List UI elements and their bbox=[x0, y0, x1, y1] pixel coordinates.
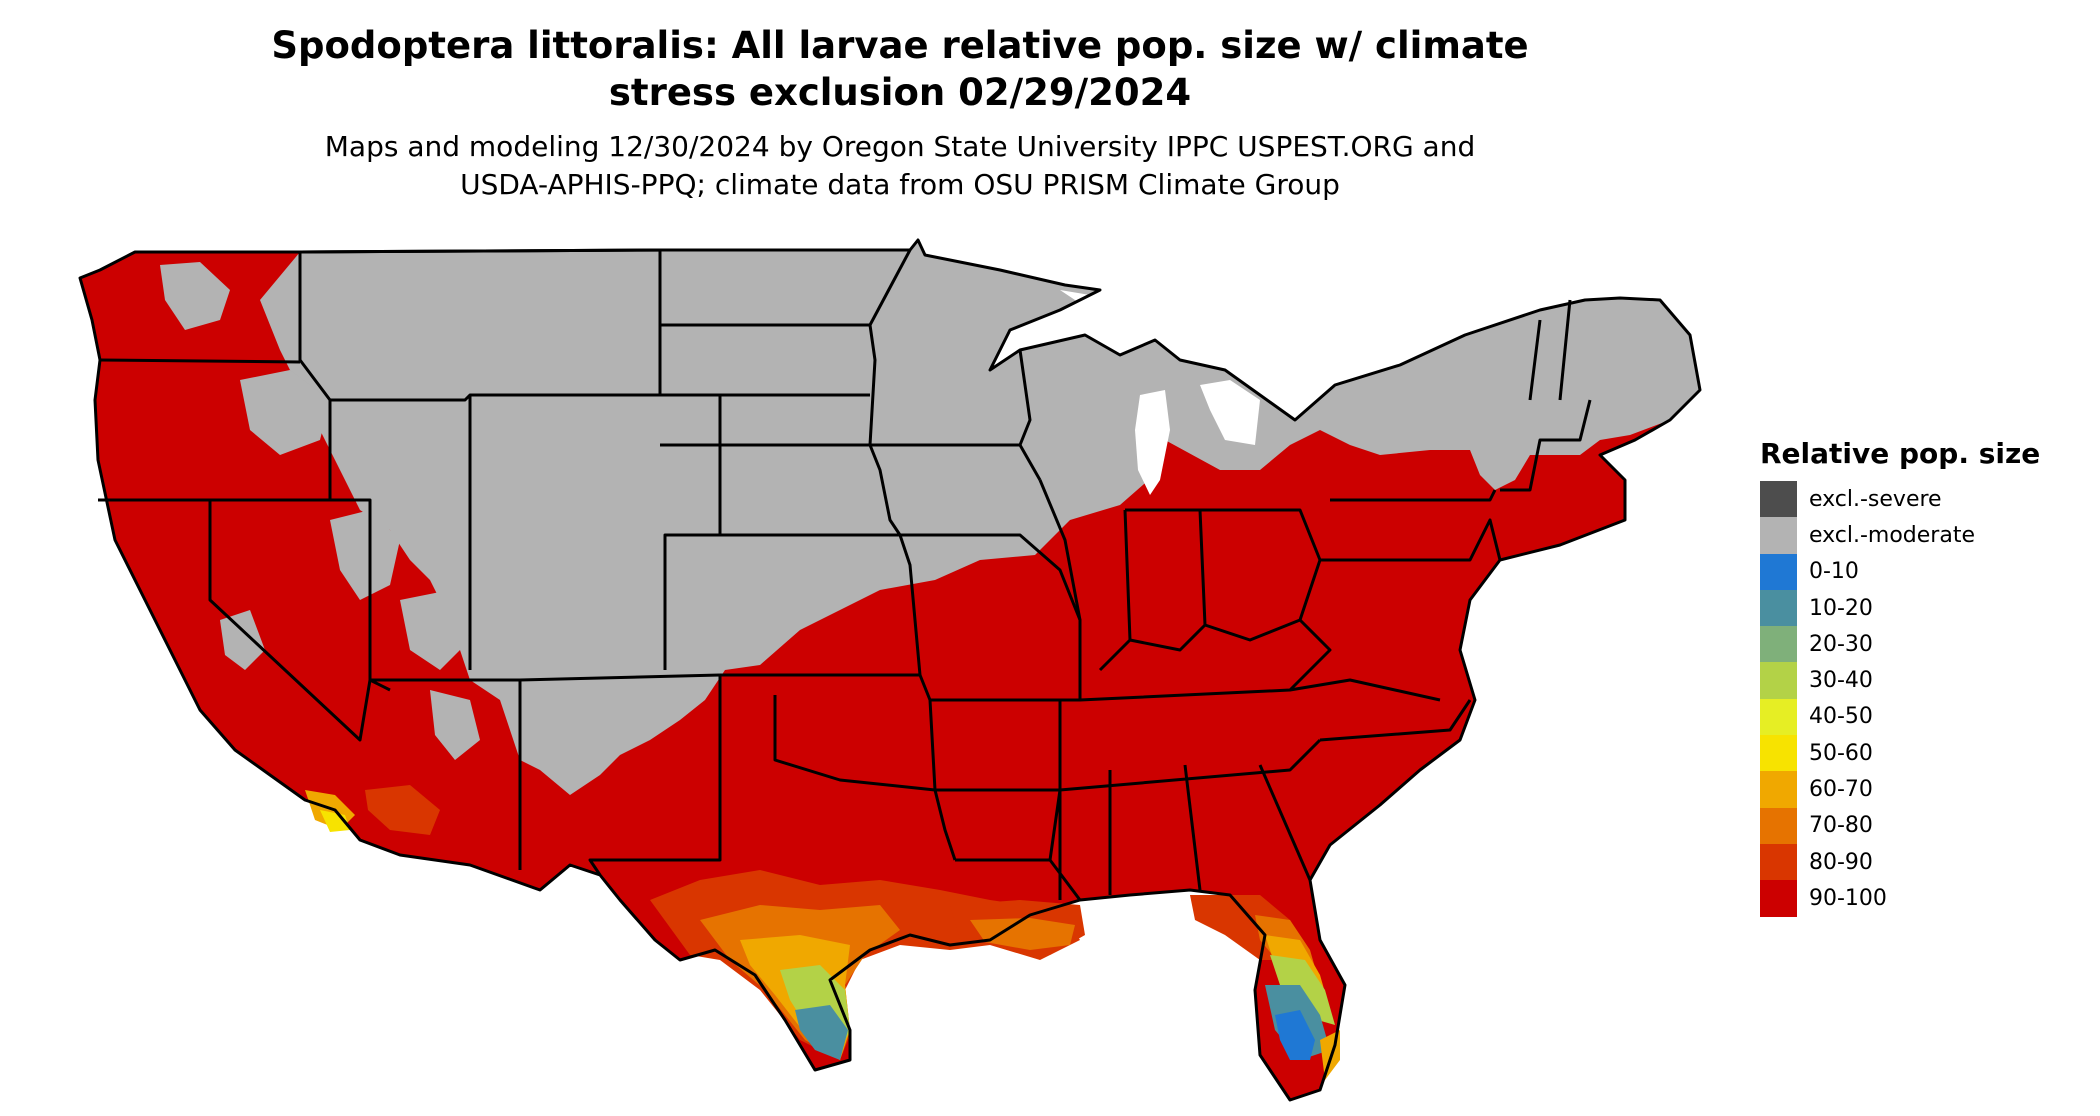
lake-huron bbox=[1200, 380, 1260, 445]
legend-swatch bbox=[1760, 843, 1797, 881]
excluded-north-central bbox=[260, 240, 1700, 795]
legend-swatch bbox=[1760, 735, 1797, 772]
legend-label: 70-80 bbox=[1809, 813, 1873, 839]
state-borders bbox=[78, 238, 1702, 1102]
legend-title: Relative pop. size bbox=[1760, 437, 2041, 470]
legend-item: 90-100 bbox=[1760, 880, 2040, 917]
legend-items: excl.-severe excl.-moderate 0-10 10-20 20-30… bbox=[1760, 481, 2040, 917]
legend-swatch bbox=[1760, 481, 1797, 518]
fl-0-10 bbox=[1275, 1010, 1315, 1060]
lake-michigan bbox=[1135, 390, 1170, 495]
legend-item: 30-40 bbox=[1760, 662, 2040, 699]
legend-swatch bbox=[1760, 517, 1797, 554]
az-80-90 bbox=[365, 785, 440, 835]
legend-label: 90-100 bbox=[1809, 885, 1887, 911]
subtitle-line-1: Maps and modeling 12/30/2024 by Oregon S… bbox=[324, 130, 1476, 163]
legend-label: 80-90 bbox=[1809, 849, 1873, 875]
excluded-nm-patch bbox=[530, 690, 600, 760]
legend-item: 40-50 bbox=[1760, 698, 2040, 736]
legend-item: 50-60 bbox=[1760, 735, 2040, 772]
legend-label: 40-50 bbox=[1809, 704, 1873, 730]
legend-label: 60-70 bbox=[1809, 777, 1873, 803]
excluded-west-patch-1 bbox=[160, 262, 230, 330]
legend-label: 20-30 bbox=[1809, 631, 1873, 657]
legend-item: 80-90 bbox=[1760, 843, 2040, 881]
legend: Relative pop. size excl.-severe excl.-mod… bbox=[1760, 437, 2040, 917]
title-line-1: Spodoptera littoralis: All larvae relati… bbox=[271, 24, 1529, 67]
legend-swatch bbox=[1760, 880, 1797, 917]
legend-item: 0-10 bbox=[1760, 553, 2040, 590]
map-subtitle: Maps and modeling 12/30/2024 by Oregon S… bbox=[0, 128, 1800, 204]
excluded-west-patch-2 bbox=[240, 370, 330, 455]
lake-superior bbox=[1060, 290, 1235, 330]
la-gulf-70-80 bbox=[970, 918, 1075, 950]
legend-item: excl.-moderate bbox=[1760, 517, 2040, 554]
legend-item: 20-30 bbox=[1760, 626, 2040, 663]
legend-item: excl.-severe bbox=[1760, 481, 2040, 518]
legend-label: 50-60 bbox=[1809, 740, 1873, 766]
excluded-sw-patch bbox=[430, 690, 480, 760]
legend-swatch bbox=[1760, 698, 1797, 736]
tx-gulf-10-20 bbox=[795, 1005, 848, 1060]
legend-label: excl.-moderate bbox=[1809, 522, 1975, 548]
legend-item: 60-70 bbox=[1760, 771, 2040, 808]
legend-swatch bbox=[1760, 589, 1797, 627]
legend-label: excl.-severe bbox=[1809, 486, 1942, 512]
legend-swatch bbox=[1760, 807, 1797, 844]
legend-swatch bbox=[1760, 626, 1797, 663]
excluded-ca-patch bbox=[220, 610, 265, 670]
title-line-2: stress exclusion 02/29/2024 bbox=[608, 71, 1192, 114]
legend-label: 10-20 bbox=[1809, 595, 1873, 621]
legend-label: 0-10 bbox=[1809, 559, 1859, 585]
subtitle-line-2: USDA-APHIS-PPQ; climate data from OSU PR… bbox=[460, 168, 1340, 201]
legend-item: 70-80 bbox=[1760, 807, 2040, 844]
legend-swatch bbox=[1760, 662, 1797, 699]
legend-swatch bbox=[1760, 553, 1797, 590]
legend-item: 10-20 bbox=[1760, 589, 2040, 627]
excluded-west-patch-4 bbox=[400, 590, 470, 670]
excluded-west-patch-3 bbox=[330, 510, 400, 600]
legend-label: 30-40 bbox=[1809, 668, 1873, 694]
ca-southern-50-60 bbox=[320, 810, 350, 832]
map-title: Spodoptera littoralis: All larvae relati… bbox=[0, 22, 1800, 116]
excluded-west-patch-5 bbox=[520, 615, 575, 690]
legend-swatch bbox=[1760, 771, 1797, 808]
